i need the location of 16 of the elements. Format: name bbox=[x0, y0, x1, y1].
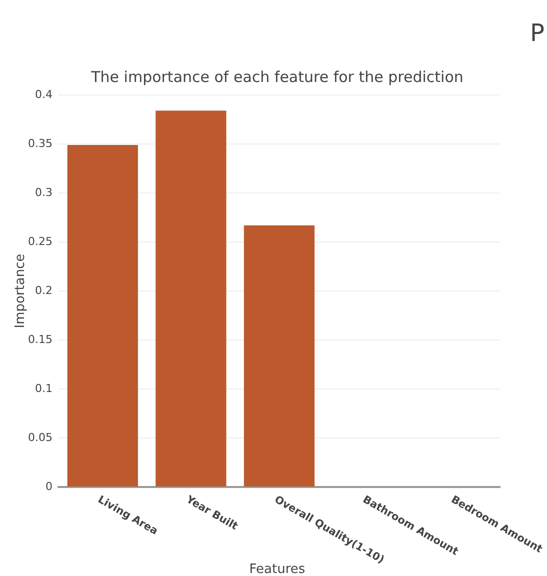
y-tick-label: 0.25 bbox=[28, 234, 52, 248]
y-tick-label: 0.15 bbox=[28, 332, 52, 346]
x-axis-title: Features bbox=[249, 562, 306, 576]
bar bbox=[156, 110, 226, 486]
text: P bbox=[530, 19, 544, 47]
y-tick-label: 0 bbox=[45, 480, 52, 493]
chart-title: The importance of each feature for the prediction bbox=[90, 68, 464, 86]
y-tick-label: 0.05 bbox=[28, 430, 52, 444]
bar bbox=[67, 144, 138, 486]
y-tick-label: 0.4 bbox=[34, 88, 52, 101]
y-tick-label: 0.1 bbox=[34, 382, 52, 395]
y-tick-label: 0.35 bbox=[28, 136, 52, 150]
y-axis-title: Importance bbox=[13, 254, 28, 328]
bar bbox=[244, 225, 315, 486]
y-tick-label: 0.3 bbox=[34, 186, 52, 199]
y-tick-label: 0.2 bbox=[34, 284, 52, 297]
